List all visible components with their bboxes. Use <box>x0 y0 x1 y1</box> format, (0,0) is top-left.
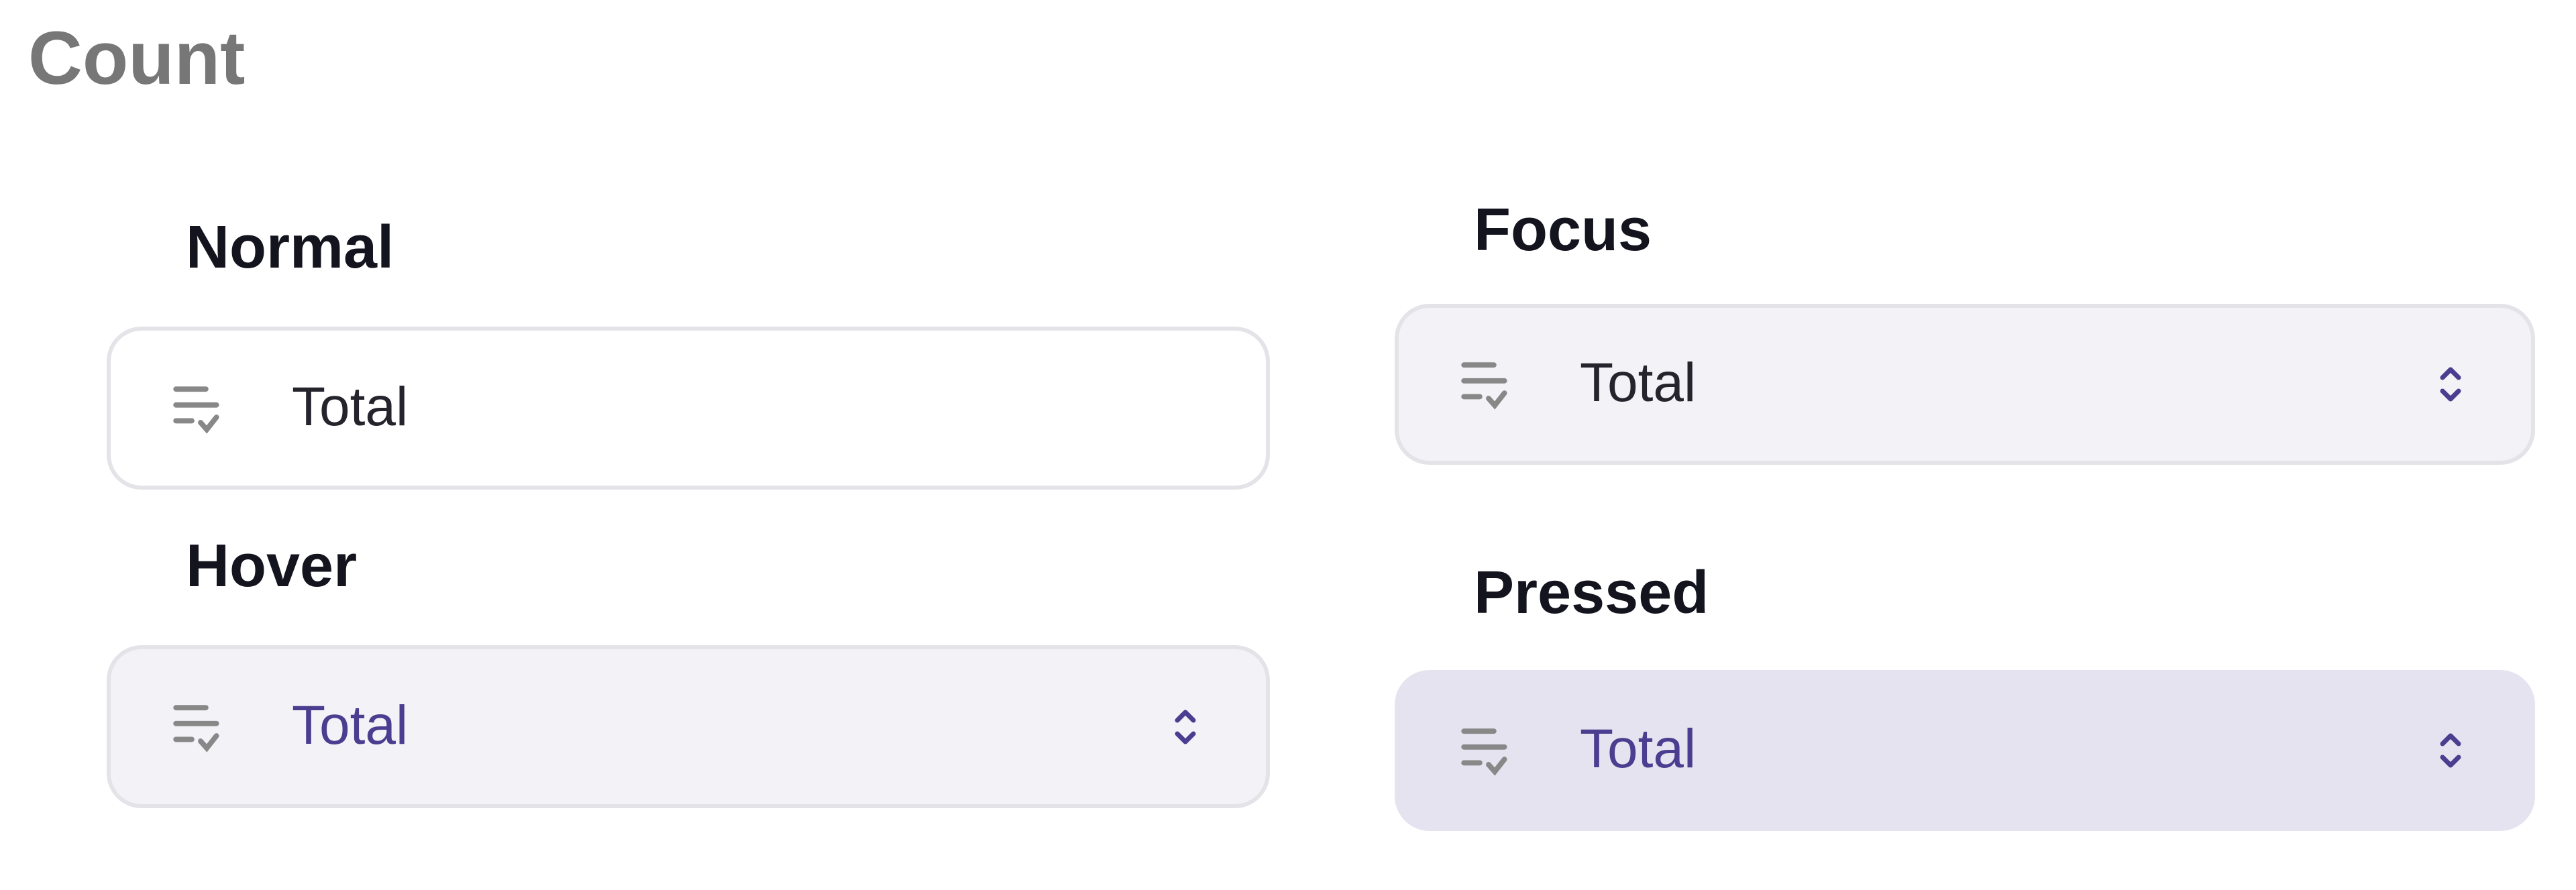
chevron-up-down-icon <box>2440 367 2461 402</box>
chevron-up-down-icon <box>1175 710 1196 744</box>
list-check-icon <box>173 704 219 753</box>
page-title: Count <box>28 16 246 100</box>
list-check-icon <box>173 386 219 434</box>
select-focus[interactable]: Total <box>1395 304 2535 465</box>
select-value: Total <box>292 376 409 437</box>
select-normal[interactable]: Total <box>107 327 1270 490</box>
hover-label: Hover <box>186 533 358 600</box>
select-value: Total <box>1580 718 1697 780</box>
select-value: Total <box>1580 352 1697 414</box>
pressed-label: Pressed <box>1474 559 1709 626</box>
normal-label: Normal <box>186 214 394 281</box>
list-check-icon <box>1461 728 1507 776</box>
list-check-icon <box>1461 362 1507 410</box>
select-value: Total <box>292 694 409 756</box>
focus-label: Focus <box>1474 197 1652 264</box>
chevron-up-down-icon <box>2440 733 2461 768</box>
select-hover[interactable]: Total <box>107 645 1270 808</box>
select-pressed[interactable]: Total <box>1395 670 2535 831</box>
